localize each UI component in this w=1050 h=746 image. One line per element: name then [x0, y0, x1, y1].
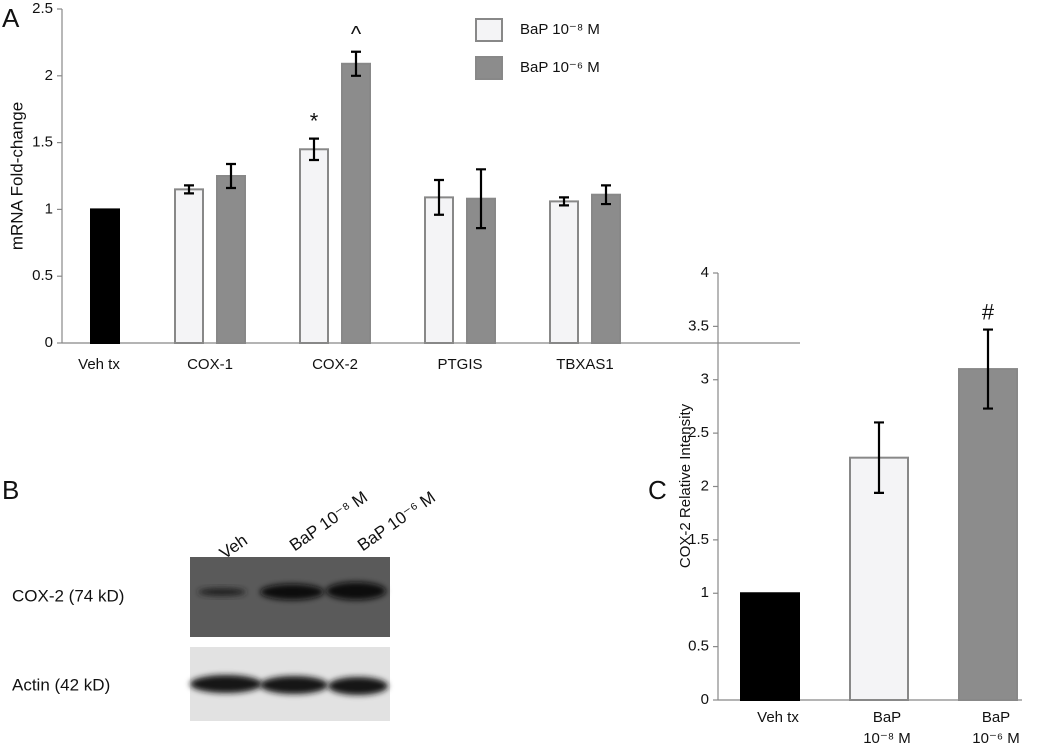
y-tick-label: 0: [45, 334, 53, 351]
bar: [591, 193, 621, 344]
y-axis-label: mRNA Fold-change: [7, 102, 26, 250]
y-tick-label: 3.5: [688, 317, 709, 334]
y-tick-label: 1: [45, 200, 53, 217]
blot-row-label: Actin (42 kD): [12, 675, 110, 694]
x-tick-label: TBXAS1: [556, 356, 614, 373]
y-tick-label: 1.5: [688, 531, 709, 548]
y-tick-label: 4: [701, 264, 709, 281]
x-tick-label: BaP 10⁻⁸ M: [863, 709, 911, 746]
error-bar: [226, 162, 236, 190]
x-tick-label: Veh tx: [757, 709, 799, 726]
blot-band: [190, 675, 262, 693]
blot-band: [260, 676, 328, 694]
y-tick-label: 2: [701, 477, 709, 494]
blot-band: [328, 677, 388, 695]
x-tick-label: PTGIS: [437, 356, 482, 373]
error-bar: [309, 137, 319, 162]
y-tick-label: 1.5: [32, 134, 53, 151]
bar: [341, 62, 371, 344]
panel-label: C: [648, 475, 667, 505]
y-tick-label: 0: [701, 691, 709, 708]
y-tick-label: 2: [45, 67, 53, 84]
x-tick-label: BaP 10⁻⁶ M: [972, 709, 1019, 746]
legend-swatch: [475, 18, 503, 42]
y-tick-label: 2.5: [688, 424, 709, 441]
x-tick-label: COX-2: [312, 356, 358, 373]
bar: [549, 200, 579, 344]
blot-band: [198, 588, 246, 596]
bar: [216, 175, 246, 344]
y-tick-label: 3: [701, 371, 709, 388]
bar: [299, 148, 329, 344]
error-bar: [184, 184, 194, 195]
x-tick-label: COX-1: [187, 356, 233, 373]
error-bar: [351, 50, 361, 77]
error-bar: [983, 328, 993, 410]
y-tick-label: 2.5: [32, 0, 53, 17]
y-tick-label: 0.5: [32, 267, 53, 284]
y-tick-label: 1: [701, 584, 709, 601]
legend-label: BaP 10⁻⁸ M: [520, 21, 600, 38]
annotation: ^: [351, 22, 362, 47]
blot-band: [326, 582, 386, 600]
annotation: #: [982, 299, 995, 324]
bar: [174, 188, 204, 344]
annotation: *: [310, 108, 319, 133]
x-tick-label: Veh tx: [78, 356, 120, 373]
y-tick-label: 0.5: [688, 638, 709, 655]
error-bar: [434, 178, 444, 216]
error-bar: [559, 196, 569, 207]
panel-label: A: [2, 3, 20, 33]
bar: [424, 196, 454, 344]
panel-label: B: [2, 475, 19, 505]
legend-label: BaP 10⁻⁶ M: [520, 59, 600, 76]
error-bar: [874, 421, 884, 495]
bar: [849, 456, 909, 701]
y-axis-label: COX-2 Relative Intensity: [677, 403, 694, 568]
bar: [740, 592, 800, 701]
bar: [958, 368, 1018, 701]
blot-band: [260, 584, 324, 600]
error-bar: [601, 184, 611, 206]
bar: [90, 208, 120, 344]
blot: COX-2 (74 kD) Actin (42 kD) Veh BaP 10⁻⁸…: [12, 487, 439, 721]
blot-row-label: COX-2 (74 kD): [12, 586, 124, 605]
error-bar: [476, 168, 486, 230]
legend-swatch: [475, 56, 503, 80]
